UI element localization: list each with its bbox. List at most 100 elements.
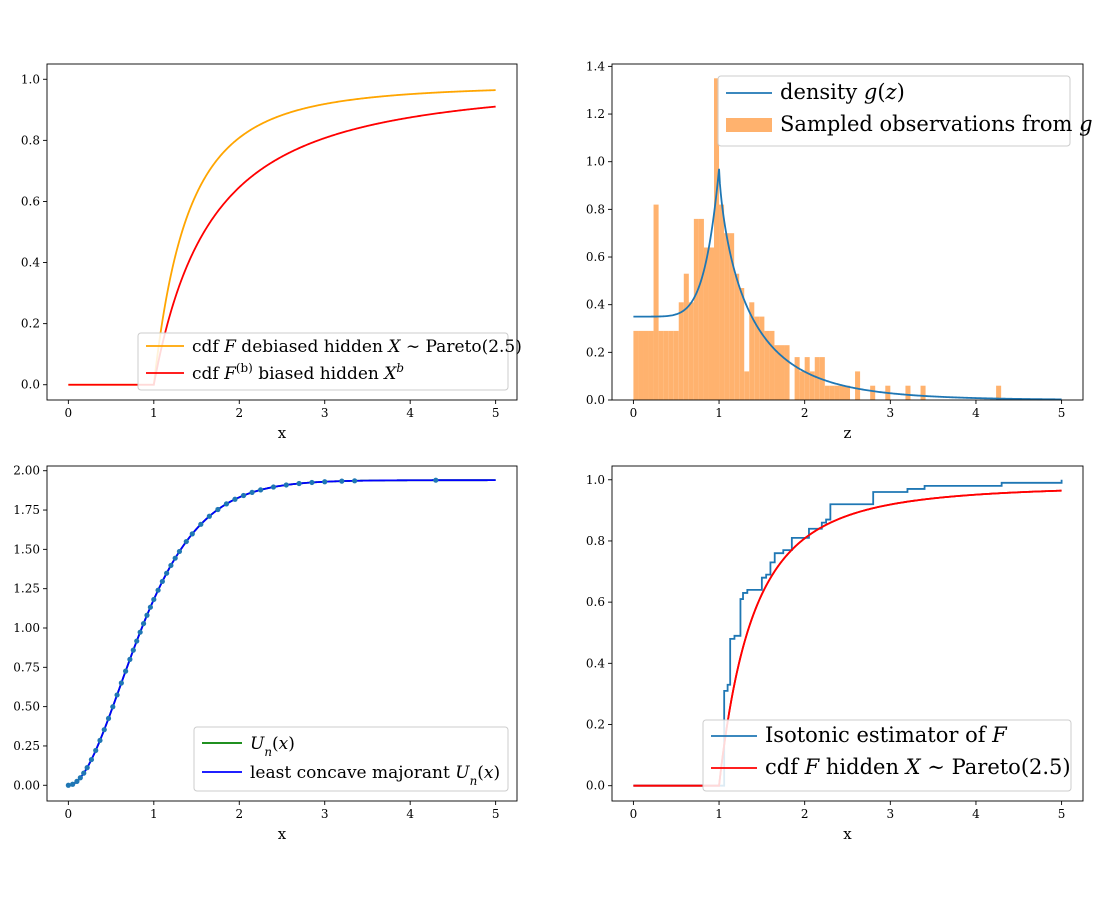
y-tick-label: 1.0 [586,155,605,169]
histogram-bar [683,273,689,400]
x-axis-label: x [278,424,287,442]
y-tick-label: 0.0 [586,779,605,793]
legend-box [702,719,1072,792]
data-point [283,482,289,488]
x-tick-label: 0 [630,406,638,420]
histogram-bar [794,357,800,400]
data-point [118,680,124,686]
legend-label: cdf F(b) biased hidden Xb [192,361,404,384]
axes-frame [611,465,1084,802]
axes-frame [611,63,1084,401]
y-tick-label: 1.25 [13,582,40,596]
x-tick-label: 5 [1058,406,1066,420]
data-point [110,704,116,710]
x-axis-label: x [278,825,287,843]
x-tick-label: 5 [492,807,500,821]
y-tick-label: 0.8 [21,133,40,147]
legend-label: density g(z) [780,80,905,104]
histogram-bar [673,330,679,400]
data-point [151,596,157,603]
histogram-bar [708,247,715,400]
y-tick-label: 0.00 [13,778,40,792]
histogram-bar [643,330,649,400]
x-tick-label: 2 [235,807,243,821]
x-tick-label: 2 [801,406,809,420]
data-point [74,778,80,784]
data-point [309,479,315,486]
data-point [215,506,221,513]
histogram-bar [764,330,770,400]
histogram-bar [769,330,775,400]
legend-box [717,75,1071,147]
y-tick-label: 1.00 [13,621,40,635]
data-point [93,747,99,754]
axes-frame [46,465,518,802]
histogram-bar [839,385,845,400]
x-axis-label: z [844,424,852,442]
histogram-bar [834,385,840,400]
x-tick-label: 3 [886,406,894,420]
histogram-bar [749,302,755,400]
x-tick-label: 0 [630,807,638,821]
x-tick-label: 1 [150,406,158,420]
x-tick-label: 4 [972,406,980,420]
data-point [176,548,183,555]
y-tick-label: 1.75 [13,503,40,517]
legend-box [137,332,509,391]
histogram-bars [633,78,1002,400]
data-point [155,587,161,593]
isotonic-step-line [633,479,1063,787]
histogram-bar [719,204,725,400]
histogram-bar [759,316,765,400]
x-tick-label: 1 [715,807,723,821]
data-point [81,770,87,776]
data-point [322,479,328,485]
legend: cdf F debiased hidden X ∼ Pareto(2.5) cdf… [137,332,522,391]
y-tick-label: 0.6 [586,595,605,609]
histogram-bar [698,218,704,400]
histogram-bar [870,385,876,400]
histogram-bar [814,357,820,400]
histogram-bar [729,233,735,400]
data-point [147,604,153,610]
x-tick-label: 4 [972,807,980,821]
y-tick-label: 0.0 [21,378,40,392]
data-point [130,647,136,653]
histogram-bar [920,385,926,400]
histogram-bar [829,385,835,400]
histogram-bar [844,385,851,400]
histogram-bar [784,345,790,400]
data-point [114,692,120,698]
histogram-bar [734,273,740,400]
data-point [70,781,76,787]
data-point [249,489,255,495]
y-tick-label: 1.4 [586,59,605,73]
y-tick-label: 1.50 [13,542,40,556]
legend: Isotonic estimator of F cdf F hidden X ∼ … [702,719,1072,792]
histogram-bar [779,345,785,400]
legend-patch-handle [726,118,772,132]
histogram-bar [688,302,694,400]
data-point [270,484,277,490]
y-tick-label: 2.00 [13,464,40,478]
y-tick-label: 1.0 [586,473,605,487]
histogram-bar [809,371,815,400]
histogram-bar [754,316,760,400]
legend-label: least concave majorant Un(x) [250,763,500,788]
y-tick-label: 0.8 [586,202,605,216]
x-tick-label: 4 [406,807,414,821]
data-point [101,727,107,733]
data-point [127,656,133,662]
histogram-bar [703,247,709,400]
histogram-bar [824,385,830,400]
legend: Un(x) least concave majorant Un(x) [193,726,509,792]
x-tick-label: 2 [801,807,809,821]
data-point [189,531,195,537]
y-tick-label: 0.50 [13,700,40,714]
histogram-bar [855,371,861,400]
histogram-bar [799,371,805,400]
legend-label: Sampled observations from g [780,112,1093,136]
histogram-bar [678,302,684,400]
y-tick-label: 0.6 [21,194,40,208]
